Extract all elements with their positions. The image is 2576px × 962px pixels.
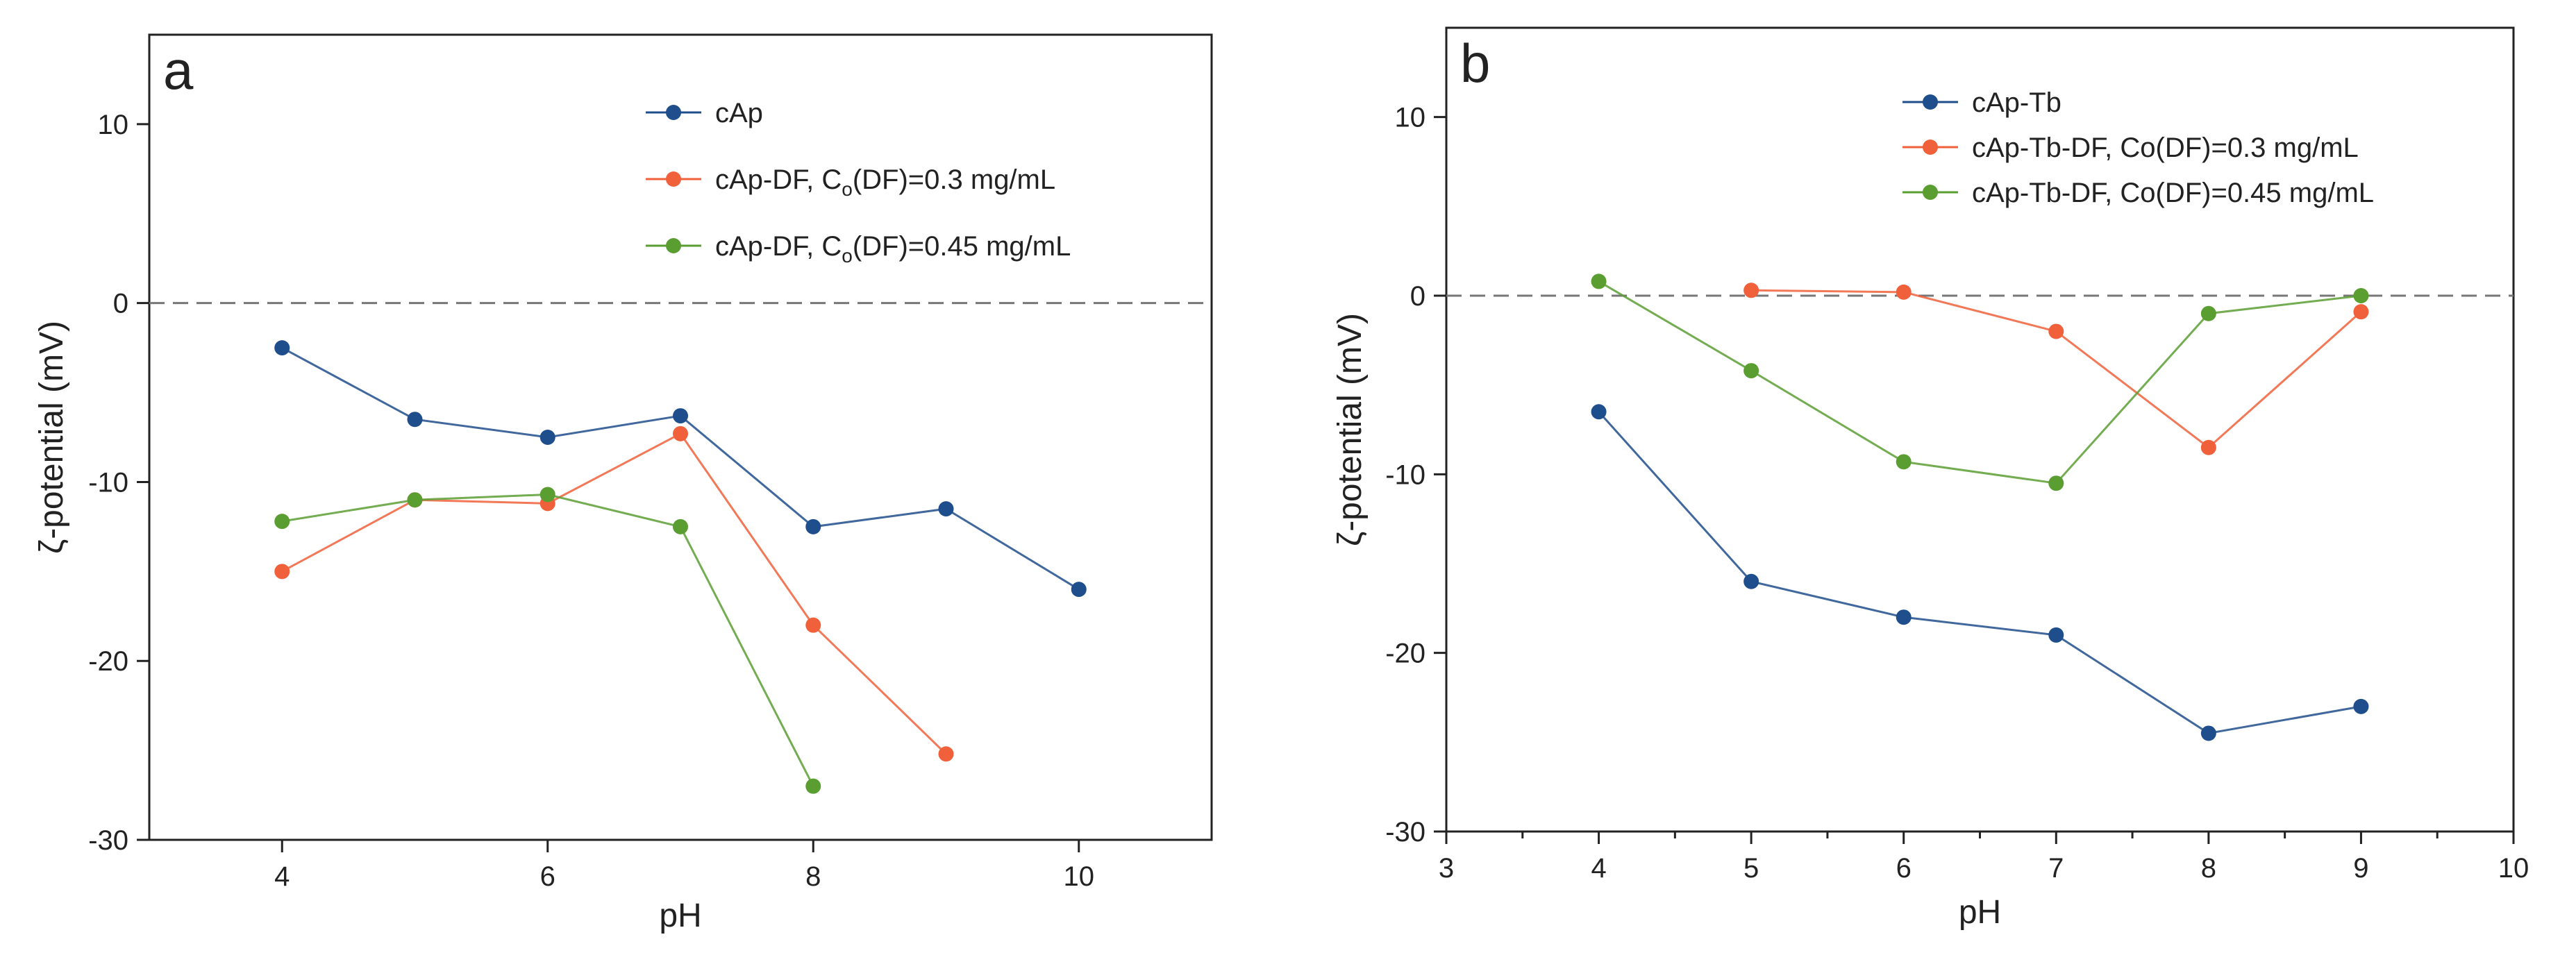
series-line [282,493,814,787]
series-line [281,432,947,755]
x-tick-label: 6 [540,861,555,892]
data-point [1743,363,1759,379]
chart-panel-b: 3 4 5 6 7 8 9 10 -30 -20 -10 0 10 pH ζ-potential (mV) b… [1332,26,2529,931]
y-tick-label: 10 [1395,103,1426,133]
data-point [1896,609,1912,625]
series-line [1598,411,2361,735]
x-axis-label: pH [659,897,701,934]
legend-label: cAp [715,98,763,128]
y-tick-label: -30 [1385,817,1425,847]
y-tick-label: -10 [88,467,128,498]
data-point [407,492,423,508]
x-tick-label: 3 [1439,853,1454,884]
data-point [2200,439,2216,455]
data-point [1591,404,1607,420]
legend-label: cAp-DF, Co(DF)=0.45 mg/mL [715,231,1071,267]
y-tick-label: 0 [1410,281,1425,312]
data-point [938,501,954,517]
y-tick-label: 10 [98,110,129,140]
x-tick-label: 7 [2048,853,2064,884]
legend-marker [666,238,681,253]
x-tick-label: 4 [274,861,290,892]
chart-panel-a: 4 6 8 10 -30 -20 -10 0 10 pH ζ-potential (mV) a cAp c… [33,33,1213,934]
legend-marker [666,171,681,187]
y-tick-label: -10 [1385,459,1425,490]
series-line [1751,289,2362,449]
legend-label: cAp-Tb-DF, Co(DF)=0.3 mg/mL [1972,133,2359,163]
legend-label: cAp-DF, Co(DF)=0.3 mg/mL [715,164,1055,200]
data-point [2353,304,2369,320]
legend-marker [1923,94,1938,110]
plot-frame [148,33,1213,841]
x-axis-label: pH [1959,894,2001,931]
data-point [274,340,290,356]
data-point [805,518,821,534]
data-point [2200,725,2216,741]
data-point [1896,454,1912,470]
legend-label: cAp-Tb [1972,87,2061,118]
panel-label: b [1460,33,1490,94]
y-tick-label: 0 [113,289,128,319]
data-point [673,425,688,441]
legend-marker [1923,185,1938,200]
data-point [1743,573,1759,589]
data-point [274,564,290,580]
data-point [805,778,821,794]
data-point [1743,282,1759,298]
data-point [2353,698,2369,714]
data-point [673,518,688,534]
data-point [274,514,290,530]
panel-label: a [163,40,194,101]
data-point [1896,284,1912,300]
series-line [1598,280,2361,484]
data-point [805,617,821,633]
data-point [938,746,954,762]
data-point [540,430,555,445]
x-tick-label: 8 [805,861,821,892]
x-tick-label: 6 [1896,853,1912,884]
data-point [540,487,555,503]
data-point [673,408,688,424]
data-point [2048,475,2064,491]
data-point [1591,273,1607,289]
data-point [2048,323,2064,339]
x-tick-label: 10 [2498,853,2529,884]
x-tick-label: 10 [1064,861,1095,892]
legend-label: cAp-Tb-DF, Co(DF)=0.45 mg/mL [1972,178,2374,208]
data-point [407,412,423,428]
y-tick-label: -20 [1385,639,1425,669]
x-tick-label: 5 [1743,853,1759,884]
x-tick-label: 4 [1591,853,1606,884]
data-point [2200,305,2216,321]
series-line [281,346,1080,591]
data-point [1071,582,1087,598]
legend-marker [1923,140,1938,155]
data-point [2353,288,2369,303]
legend-marker [666,105,681,120]
y-axis-label: ζ-potential (mV) [1332,313,1369,546]
data-point [2048,627,2064,643]
y-tick-label: -30 [88,825,128,856]
x-tick-label: 9 [2353,853,2368,884]
x-tick-label: 8 [2201,853,2216,884]
y-tick-label: -20 [88,646,128,677]
y-axis-label: ζ-potential (mV) [33,321,70,554]
